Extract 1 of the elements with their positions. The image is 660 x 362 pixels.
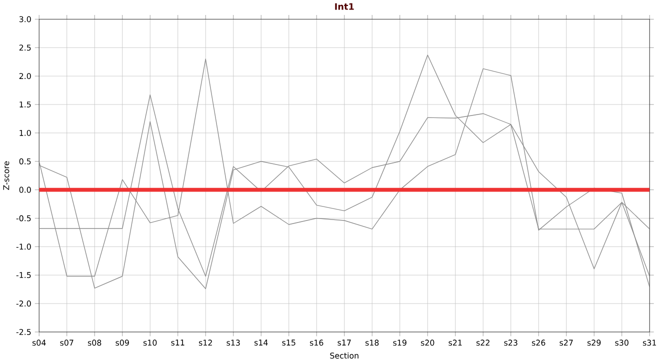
chart-title: Int1 (335, 3, 354, 10)
